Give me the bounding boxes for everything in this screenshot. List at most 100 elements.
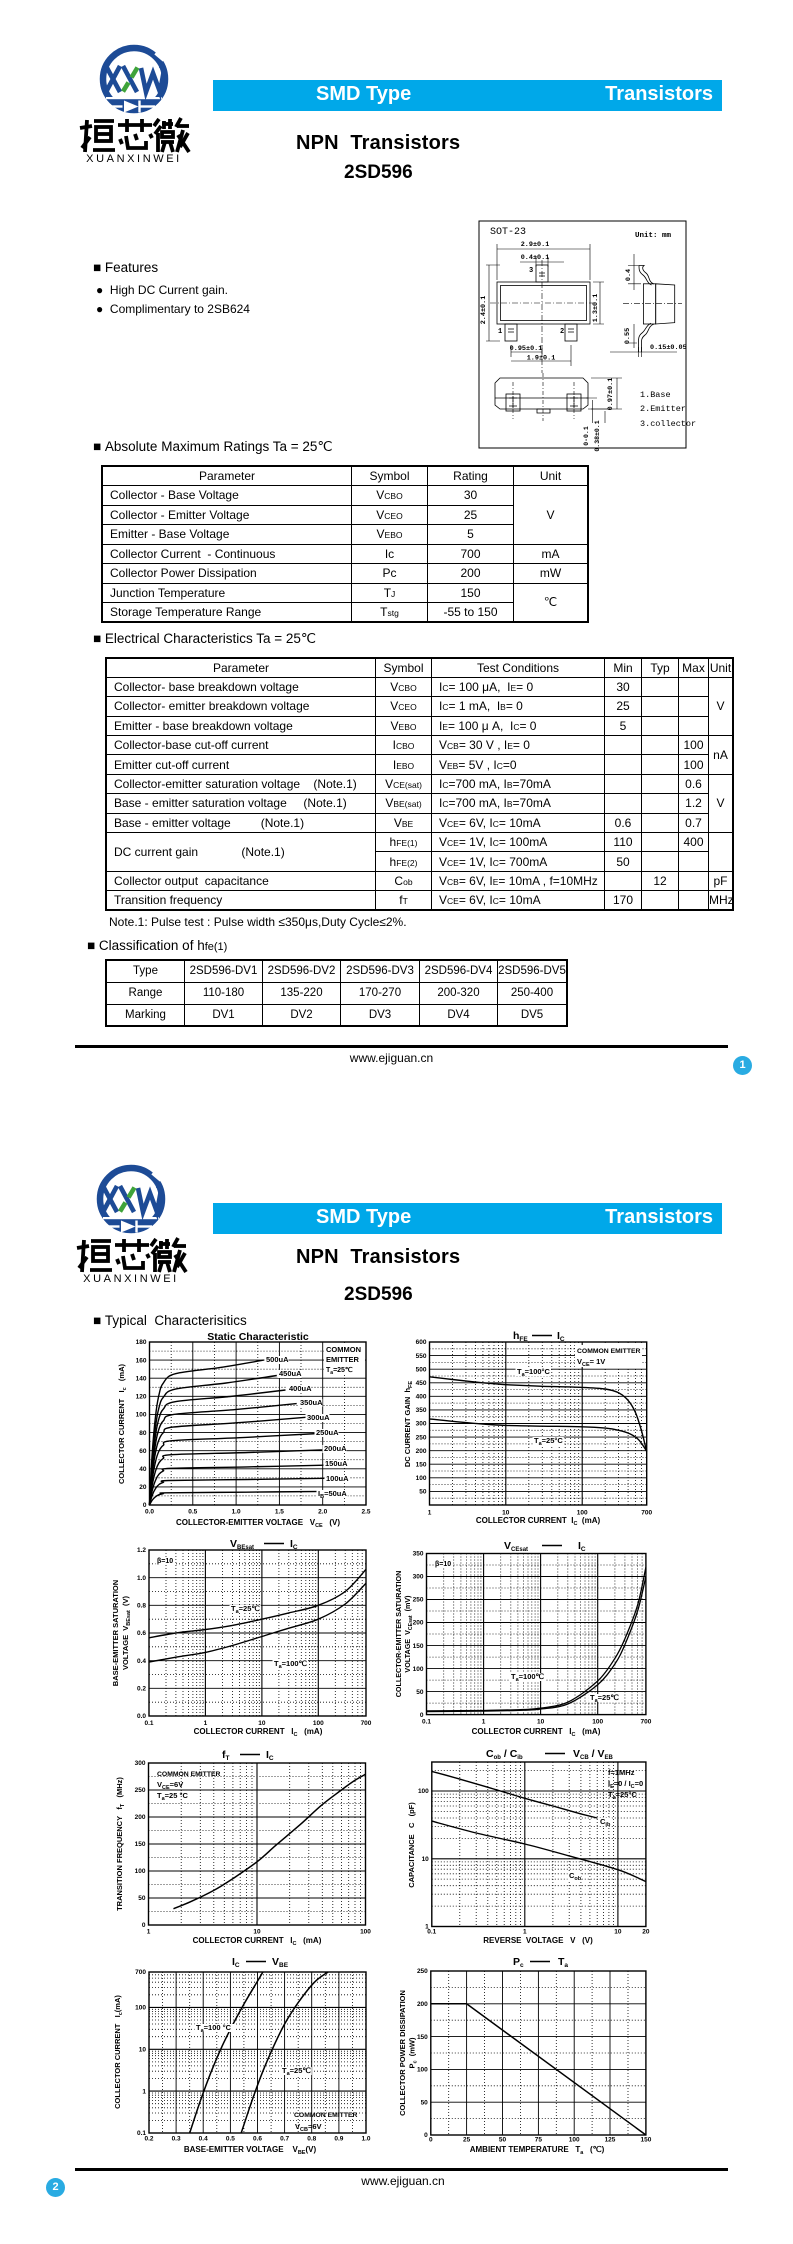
svg-text:0: 0 xyxy=(142,1922,146,1929)
svg-text:hFE: hFE xyxy=(513,1330,528,1343)
svg-text:150: 150 xyxy=(413,1643,424,1650)
svg-text:1.9±0.1: 1.9±0.1 xyxy=(527,355,556,363)
svg-text:1: 1 xyxy=(204,1720,208,1727)
svg-text:200: 200 xyxy=(413,1620,424,1627)
svg-text:EMITTER: EMITTER xyxy=(326,1355,359,1364)
svg-text:200uA: 200uA xyxy=(324,1444,347,1453)
svg-text:COLLECTOR CURRENT IC (mA): COLLECTOR CURRENT IC (mA) xyxy=(193,1936,322,1947)
svg-text:0.4: 0.4 xyxy=(137,1658,146,1665)
svg-text:100: 100 xyxy=(569,2137,580,2144)
svg-text:Ta=100℃: Ta=100℃ xyxy=(274,1659,308,1670)
svg-text:1: 1 xyxy=(147,1929,151,1936)
svg-text:150: 150 xyxy=(416,1462,427,1469)
svg-text:0.4: 0.4 xyxy=(199,2136,208,2143)
svg-text:IC: IC xyxy=(266,1749,274,1762)
svg-text:COMMON: COMMON xyxy=(326,1345,361,1354)
svg-text:1: 1 xyxy=(428,1510,432,1517)
svg-text:VBEsat: VBEsat xyxy=(230,1538,254,1551)
svg-text:160: 160 xyxy=(136,1357,147,1364)
svg-text:IB=50uA: IB=50uA xyxy=(318,1489,347,1500)
svg-text:0.55: 0.55 xyxy=(624,328,632,344)
svg-text:80: 80 xyxy=(139,1430,147,1437)
svg-text:100: 100 xyxy=(135,2005,146,2012)
svg-text:Pc (mW): Pc (mW) xyxy=(408,2037,419,2068)
svg-text:0: 0 xyxy=(420,1712,424,1719)
svg-text:Ta=25℃: Ta=25℃ xyxy=(326,1366,353,1376)
svg-text:Cob / Cib: Cob / Cib xyxy=(486,1748,523,1761)
svg-text:0.6: 0.6 xyxy=(137,1630,146,1637)
svg-text:COLLECTOR CURRENT IC (mA): COLLECTOR CURRENT IC (mA) xyxy=(476,1516,601,1527)
svg-text:100: 100 xyxy=(418,1788,429,1795)
svg-text:1.Base: 1.Base xyxy=(640,390,671,400)
svg-text:200: 200 xyxy=(417,2001,428,2008)
svg-text:10: 10 xyxy=(614,1929,622,1936)
svg-text:0.1: 0.1 xyxy=(422,1719,431,1726)
svg-text:0.1: 0.1 xyxy=(427,1929,436,1936)
svg-text:VCB / VEB: VCB / VEB xyxy=(573,1748,613,1761)
svg-text:100: 100 xyxy=(413,1666,424,1673)
svg-text:120: 120 xyxy=(136,1394,147,1401)
svg-text:3: 3 xyxy=(529,267,533,275)
svg-text:200: 200 xyxy=(416,1448,427,1455)
svg-text:140: 140 xyxy=(136,1375,147,1382)
svg-text:Ta=100°C: Ta=100°C xyxy=(517,1367,551,1378)
svg-text:0.3: 0.3 xyxy=(172,2136,181,2143)
svg-text:β=10: β=10 xyxy=(157,1558,173,1565)
svg-text:0: 0 xyxy=(429,2137,433,2144)
svg-text:250uA: 250uA xyxy=(316,1428,339,1437)
svg-text:COLLECTOR CURRENT IC (mA): COLLECTOR CURRENT IC (mA) xyxy=(472,1727,601,1738)
svg-text:150: 150 xyxy=(135,1841,146,1848)
svg-text:XUANXINWEI: XUANXINWEI xyxy=(83,1273,179,1285)
svg-text:SOT-23: SOT-23 xyxy=(490,227,526,238)
svg-text:200: 200 xyxy=(135,1814,146,1821)
svg-text:IC: IC xyxy=(557,1330,565,1343)
svg-text:0.1: 0.1 xyxy=(137,2130,146,2137)
svg-text:VCE=6V: VCE=6V xyxy=(157,1780,183,1791)
svg-text:COLLECTOR-EMITTER SATURATION: COLLECTOR-EMITTER SATURATION xyxy=(394,1571,403,1698)
svg-text:600: 600 xyxy=(416,1339,427,1346)
svg-text:IC: IC xyxy=(232,1956,240,1969)
svg-text:50: 50 xyxy=(499,2137,507,2144)
svg-text:Cib: Cib xyxy=(600,1817,611,1828)
svg-text:IE=0 / IC=0: IE=0 / IC=0 xyxy=(608,1779,643,1790)
svg-text:IC: IC xyxy=(578,1540,586,1553)
svg-text:0.0: 0.0 xyxy=(137,1713,146,1720)
svg-text:20: 20 xyxy=(139,1484,147,1491)
svg-text:Static Characteristic: Static Characteristic xyxy=(207,1331,309,1343)
svg-text:100uA: 100uA xyxy=(326,1474,349,1483)
svg-text:fT: fT xyxy=(222,1749,230,1762)
svg-text:300: 300 xyxy=(135,1760,146,1767)
svg-text:700: 700 xyxy=(640,1719,651,1726)
svg-text:450uA: 450uA xyxy=(279,1369,302,1378)
svg-text:700: 700 xyxy=(361,1720,372,1727)
svg-text:COLLECTOR CURRENT Ic (mA): COLLECTOR CURRENT Ic (mA) xyxy=(117,1363,128,1484)
svg-text:0: 0 xyxy=(143,1502,147,1509)
svg-text:Ta=25 °C: Ta=25 °C xyxy=(157,1791,188,1802)
svg-text:COLLECTOR CURRENT Ic(mA): COLLECTOR CURRENT Ic(mA) xyxy=(113,1995,124,2109)
svg-text:0.8: 0.8 xyxy=(307,2136,316,2143)
svg-text:0.15±0.05: 0.15±0.05 xyxy=(650,344,687,352)
svg-text:250: 250 xyxy=(413,1597,424,1604)
svg-text:0: 0 xyxy=(424,2132,428,2139)
svg-text:60: 60 xyxy=(139,1448,147,1455)
svg-text:COLLECTOR CURRENT IC (mA): COLLECTOR CURRENT IC (mA) xyxy=(194,1727,323,1738)
svg-text:1: 1 xyxy=(142,2088,146,2095)
svg-text:10: 10 xyxy=(502,1510,510,1517)
svg-text:0.4±0.1: 0.4±0.1 xyxy=(521,254,550,262)
svg-text:0.8: 0.8 xyxy=(137,1603,146,1610)
svg-text:BASE-EMITTER VOLTAGE VBE(V): BASE-EMITTER VOLTAGE VBE(V) xyxy=(184,2145,317,2156)
svg-text:25: 25 xyxy=(463,2137,471,2144)
svg-text:10: 10 xyxy=(139,2047,147,2054)
svg-text:20: 20 xyxy=(642,1929,650,1936)
svg-text:VCB=6V: VCB=6V xyxy=(295,2122,322,2133)
svg-text:100: 100 xyxy=(417,2067,428,2074)
svg-text:10: 10 xyxy=(537,1719,545,1726)
svg-text:350uA: 350uA xyxy=(300,1398,323,1407)
svg-text:100: 100 xyxy=(136,1412,147,1419)
svg-text:400: 400 xyxy=(416,1394,427,1401)
svg-text:1.5: 1.5 xyxy=(275,1509,284,1516)
svg-text:700: 700 xyxy=(641,1510,652,1517)
svg-text:VCEsat: VCEsat xyxy=(504,1540,528,1553)
svg-text:100: 100 xyxy=(313,1720,324,1727)
svg-text:50: 50 xyxy=(419,1489,427,1496)
